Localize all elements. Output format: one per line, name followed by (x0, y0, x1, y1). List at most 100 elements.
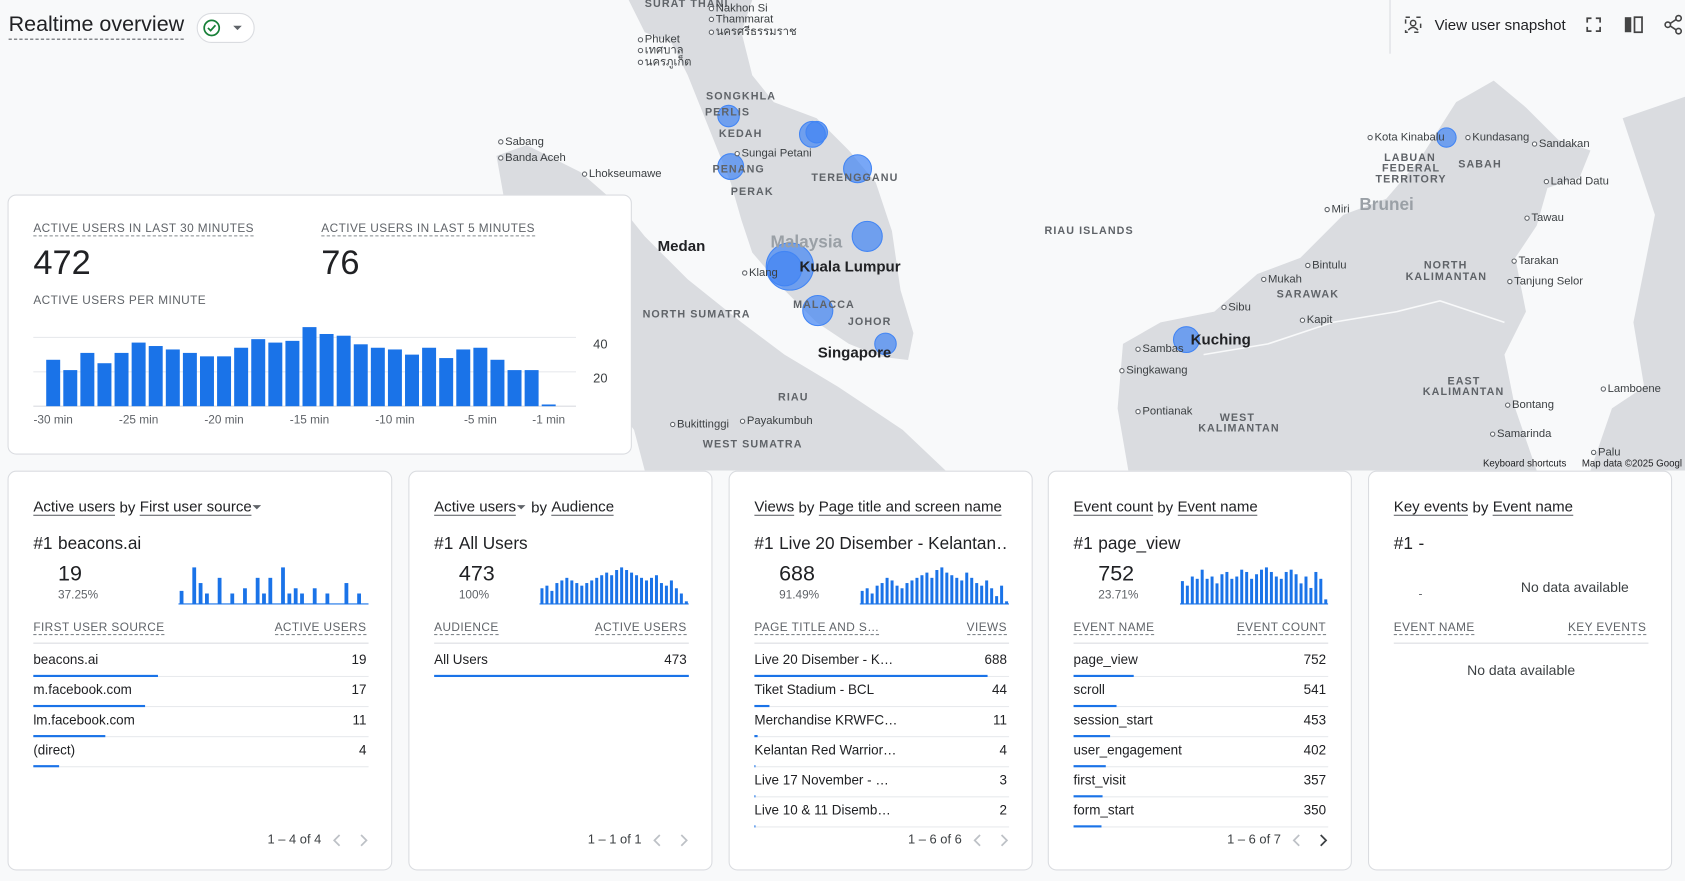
row-bar (1073, 674, 1134, 678)
title-part[interactable]: Active users (33, 497, 116, 516)
spark-bar (915, 577, 919, 604)
dropdown-icon[interactable] (516, 502, 527, 511)
row-name[interactable]: user_engagement (1073, 742, 1182, 758)
map-label: Bontang (1512, 399, 1554, 411)
sparkline (1179, 567, 1329, 605)
spark-bar (1294, 574, 1298, 604)
pager-arrows[interactable] (970, 832, 1013, 849)
spark-bar (950, 575, 954, 604)
row-value: 4 (999, 742, 1007, 758)
row-name[interactable]: Kelantan Red Warrior… (754, 742, 897, 758)
snapshot-button[interactable]: View user snapshot (1434, 16, 1566, 34)
bar (251, 339, 266, 407)
row-name[interactable]: scroll (1073, 682, 1105, 698)
header-rule (33, 642, 369, 644)
row-name[interactable]: Merchandise KRWFC… (754, 712, 898, 728)
x-tick-label: -15 min (290, 412, 329, 426)
dropdown-icon[interactable] (252, 502, 263, 511)
spark-bar (910, 580, 914, 604)
user-bubble (802, 294, 834, 327)
snapshot-icon[interactable] (1402, 14, 1423, 35)
row-name[interactable]: m.facebook.com (33, 682, 132, 698)
card-title[interactable]: Key events by Event name (1393, 497, 1574, 516)
title-part[interactable]: Page title and screen name (818, 497, 1002, 516)
row-bar (754, 674, 988, 678)
bar (524, 370, 539, 407)
row-name[interactable]: Tiket Stadium - BCL (754, 682, 875, 698)
row-bar (1073, 704, 1117, 708)
spark-bar (1314, 571, 1318, 604)
pager-arrows[interactable] (330, 832, 373, 849)
row-name[interactable]: page_view (1073, 652, 1138, 668)
title-part[interactable]: Event count (1073, 497, 1154, 516)
row-name[interactable]: form_start (1073, 802, 1135, 818)
title-part[interactable]: Event name (1492, 497, 1574, 516)
row-name[interactable]: session_start (1073, 712, 1153, 728)
spark-bar (659, 583, 663, 604)
row-bar (1073, 735, 1110, 738)
map-label: SARAWAK (1277, 288, 1339, 300)
top-value: 19 (58, 562, 82, 586)
row-name[interactable]: (direct) (33, 742, 76, 758)
card-title[interactable]: Active users by Audience (434, 497, 615, 516)
map-label: Brunei (1359, 194, 1413, 214)
row-name[interactable]: Live 17 November - … (754, 772, 889, 788)
city-dot (637, 47, 644, 54)
spark-bar (179, 590, 184, 604)
map-label: KALIMANTAN (1198, 423, 1280, 435)
map-label: MALACCA (793, 299, 855, 311)
city-dot (1299, 317, 1306, 323)
map-label: Singapore (818, 345, 891, 362)
top-rank: #1 (434, 535, 454, 554)
city-dot (1367, 134, 1373, 141)
title-part[interactable]: Key events (1393, 497, 1469, 516)
row-name[interactable]: Live 20 Disember - K… (754, 652, 894, 668)
map-attribution: Map data ©2025 Googl (1581, 457, 1682, 469)
title-part[interactable]: First user source (139, 497, 252, 516)
map-label: NORTH (1424, 259, 1468, 271)
pager-arrows[interactable] (650, 832, 693, 849)
row-name[interactable]: beacons.ai (33, 652, 99, 668)
bar (114, 352, 129, 407)
city-dot (1119, 368, 1125, 374)
status-chip[interactable] (196, 12, 255, 43)
spark-bar (1180, 581, 1184, 604)
share-icon[interactable] (1662, 14, 1685, 35)
empty-table: No data available (1467, 661, 1576, 679)
title-part[interactable]: Active users (434, 497, 517, 516)
toolbar-divider (1389, 0, 1391, 54)
card-title[interactable]: Active users by First user source (33, 498, 262, 516)
row-value: 688 (984, 652, 1007, 668)
title-part[interactable]: Event name (1177, 497, 1258, 516)
fullscreen-icon[interactable] (1584, 15, 1603, 34)
sparkline (539, 567, 689, 605)
spark-bar (325, 593, 330, 604)
city-dot (734, 150, 740, 157)
row-name[interactable]: Live 10 & 11 Disemb… (754, 802, 891, 818)
card-title[interactable]: Event count by Event name (1073, 497, 1258, 516)
compare-icon[interactable] (1623, 14, 1644, 35)
row-name[interactable]: lm.facebook.com (33, 712, 135, 728)
row-name[interactable]: first_visit (1073, 772, 1126, 788)
spark-bar (930, 577, 934, 604)
bar (199, 356, 214, 407)
map-shortcuts[interactable]: Keyboard shortcuts (1482, 457, 1567, 469)
pager-arrows[interactable] (1290, 832, 1333, 849)
bar (182, 352, 197, 407)
spark-bar (590, 580, 594, 604)
card-title[interactable]: Views by Page title and screen name (754, 498, 1002, 516)
spark-bar (1260, 569, 1263, 604)
bar (285, 340, 300, 407)
bar (490, 359, 505, 407)
bar (165, 349, 180, 407)
city-dot (1505, 402, 1511, 408)
title-part[interactable]: Audience (551, 497, 615, 516)
header-rule (1073, 642, 1329, 644)
bar (541, 404, 556, 407)
top-name: All Users (458, 535, 528, 554)
metric-value: 76 (321, 242, 360, 282)
user-bubbles (717, 104, 1457, 356)
title-part[interactable]: Views (754, 497, 795, 516)
spark-bar (1220, 574, 1224, 604)
row-name[interactable]: All Users (434, 652, 488, 668)
